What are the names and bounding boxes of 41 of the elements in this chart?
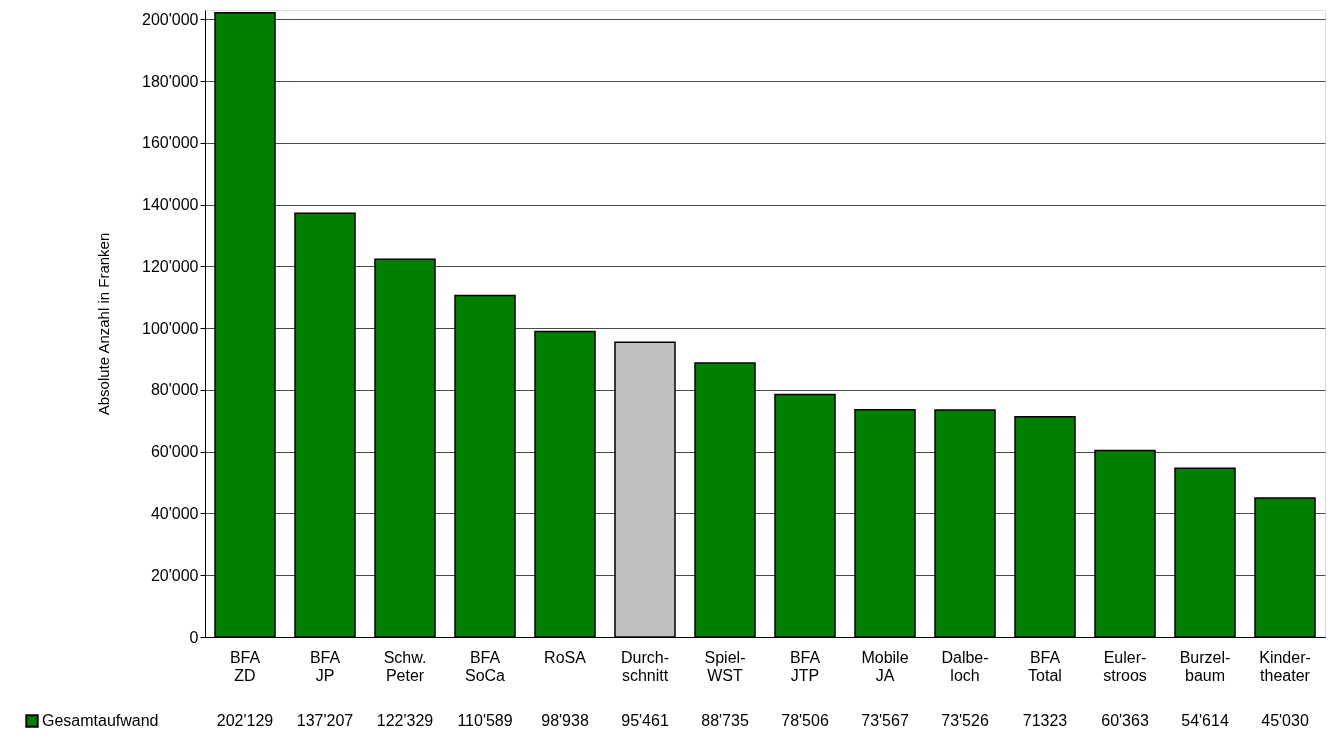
x-tick-label: Schw. Peter [383,648,427,684]
data-label: 88'735 [701,712,749,729]
data-label: 95'461 [621,712,669,729]
y-tick-label: 180'000 [142,72,199,90]
x-tick-label: RoSA [544,648,587,666]
x-tick-label: BFA JP [309,648,341,684]
x-tick-label: Kinder- theater [1259,648,1311,684]
x-tick-label: Durch- schnitt [620,648,670,684]
y-tick-label: 80'000 [150,381,199,399]
y-tick-label: 120'000 [142,257,199,275]
y-tick-label: 200'000 [142,10,199,28]
y-tick-label: 140'000 [142,196,199,214]
data-label: 71323 [1022,712,1068,729]
x-tick-label: BFA JTP [789,648,821,684]
data-label: 202'129 [216,712,274,729]
data-label: 98'938 [541,712,589,729]
y-tick-label: 20'000 [150,566,199,584]
y-tick-label: 160'000 [142,134,199,152]
y-tick-label: 100'000 [142,319,199,337]
x-tick-label: BFA ZD [229,648,261,684]
x-tick-label: Euler- stroos [1103,648,1147,684]
data-label: 110'589 [457,712,513,729]
x-tick-label: Dalbe- loch [941,648,989,684]
data-label: 137'207 [296,712,354,729]
data-label: 60'363 [1101,712,1149,729]
x-tick-label: BFA SoCa [464,648,506,684]
y-tick-label: 40'000 [150,504,199,522]
data-label: 78'506 [781,712,829,729]
y-tick-label: 60'000 [150,443,199,461]
y-axis-title: Absolute Anzahl in Franken [95,232,113,416]
data-label: 73'567 [861,712,909,729]
x-tick-label: Spiel- WST [704,648,746,684]
data-label: 45'030 [1261,712,1309,729]
x-tick-label: Burzel- baum [1179,648,1231,684]
data-label: 122'329 [376,712,434,729]
y-tick-label: 0 [189,628,199,646]
data-label: 54'614 [1181,712,1229,729]
x-tick-label: Mobile JA [861,648,909,684]
data-label: 73'526 [941,712,989,729]
legend-label: Gesamtaufwand [42,712,159,729]
x-tick-label: BFA Total [1028,648,1062,684]
